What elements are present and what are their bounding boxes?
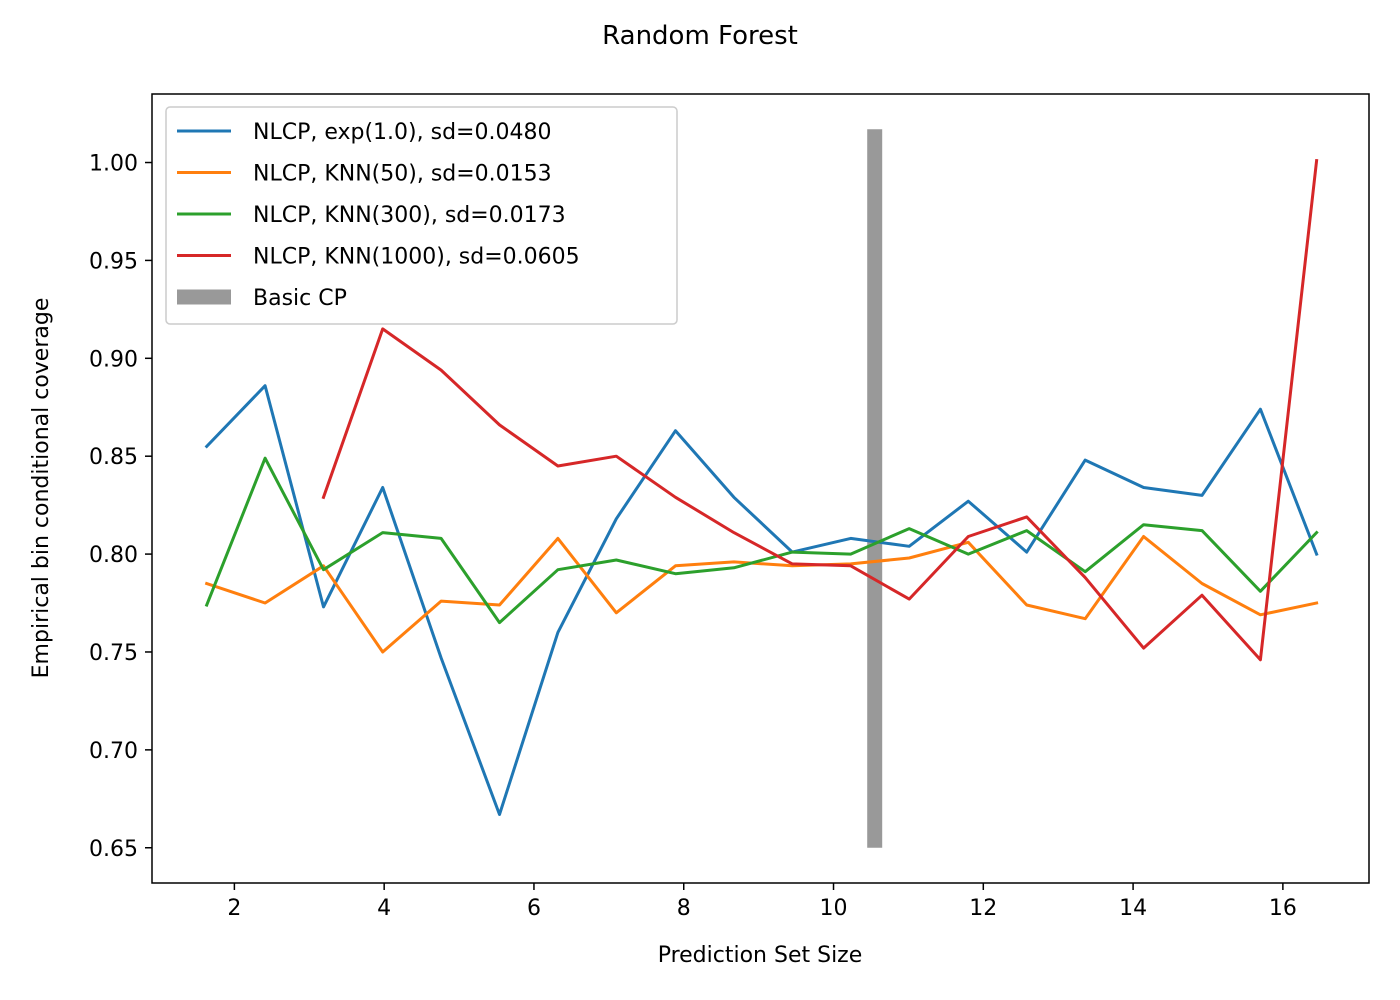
x-tick-label: 12	[969, 896, 997, 921]
series-line-2	[204, 535, 1319, 654]
x-tick-label: 4	[377, 896, 391, 921]
y-tick-label: 0.90	[89, 347, 138, 372]
y-tick-label: 0.70	[89, 739, 138, 764]
x-tick-label: 6	[527, 896, 541, 921]
x-tick-label: 8	[677, 896, 691, 921]
legend-box	[165, 106, 678, 325]
legend-entry-label: NLCP, KNN(300), sd=0.0173	[253, 203, 566, 228]
y-axis-ticks: 0.65 0.70 0.75 0.80 0.85 0.90 0.95 1.00	[89, 152, 152, 862]
legend-entry-label: NLCP, KNN(1000), sd=0.0605	[253, 245, 580, 270]
legend-entry-label: Basic CP	[253, 286, 347, 311]
x-axis-ticks: 2 4 6 8 10 12 14 16	[227, 883, 1297, 921]
y-tick-label: 0.65	[89, 837, 138, 862]
x-tick-label: 10	[820, 896, 848, 921]
x-tick-label: 2	[227, 896, 241, 921]
x-tick-label: 14	[1119, 896, 1147, 921]
x-axis-label: Prediction Set Size	[658, 943, 863, 968]
series-line-1	[204, 384, 1319, 816]
x-tick-label: 16	[1269, 896, 1297, 921]
y-tick-label: 0.80	[89, 543, 138, 568]
y-tick-label: 1.00	[89, 152, 138, 177]
chart-title: Random Forest	[602, 21, 798, 51]
y-tick-label: 0.95	[89, 249, 138, 274]
y-tick-label: 0.75	[89, 641, 138, 666]
y-axis-label: Empirical bin conditional coverage	[29, 298, 54, 679]
plot-series-group	[204, 129, 1319, 848]
series-line-3	[204, 456, 1319, 625]
plot-frame	[151, 93, 1370, 884]
legend: NLCP, exp(1.0), sd=0.0480 NLCP, KNN(50), …	[165, 106, 678, 325]
series-line-4	[321, 158, 1319, 662]
legend-entry-label: NLCP, KNN(50), sd=0.0153	[253, 162, 552, 187]
y-tick-label: 0.85	[89, 445, 138, 470]
legend-entry-label: NLCP, exp(1.0), sd=0.0480	[253, 120, 551, 145]
